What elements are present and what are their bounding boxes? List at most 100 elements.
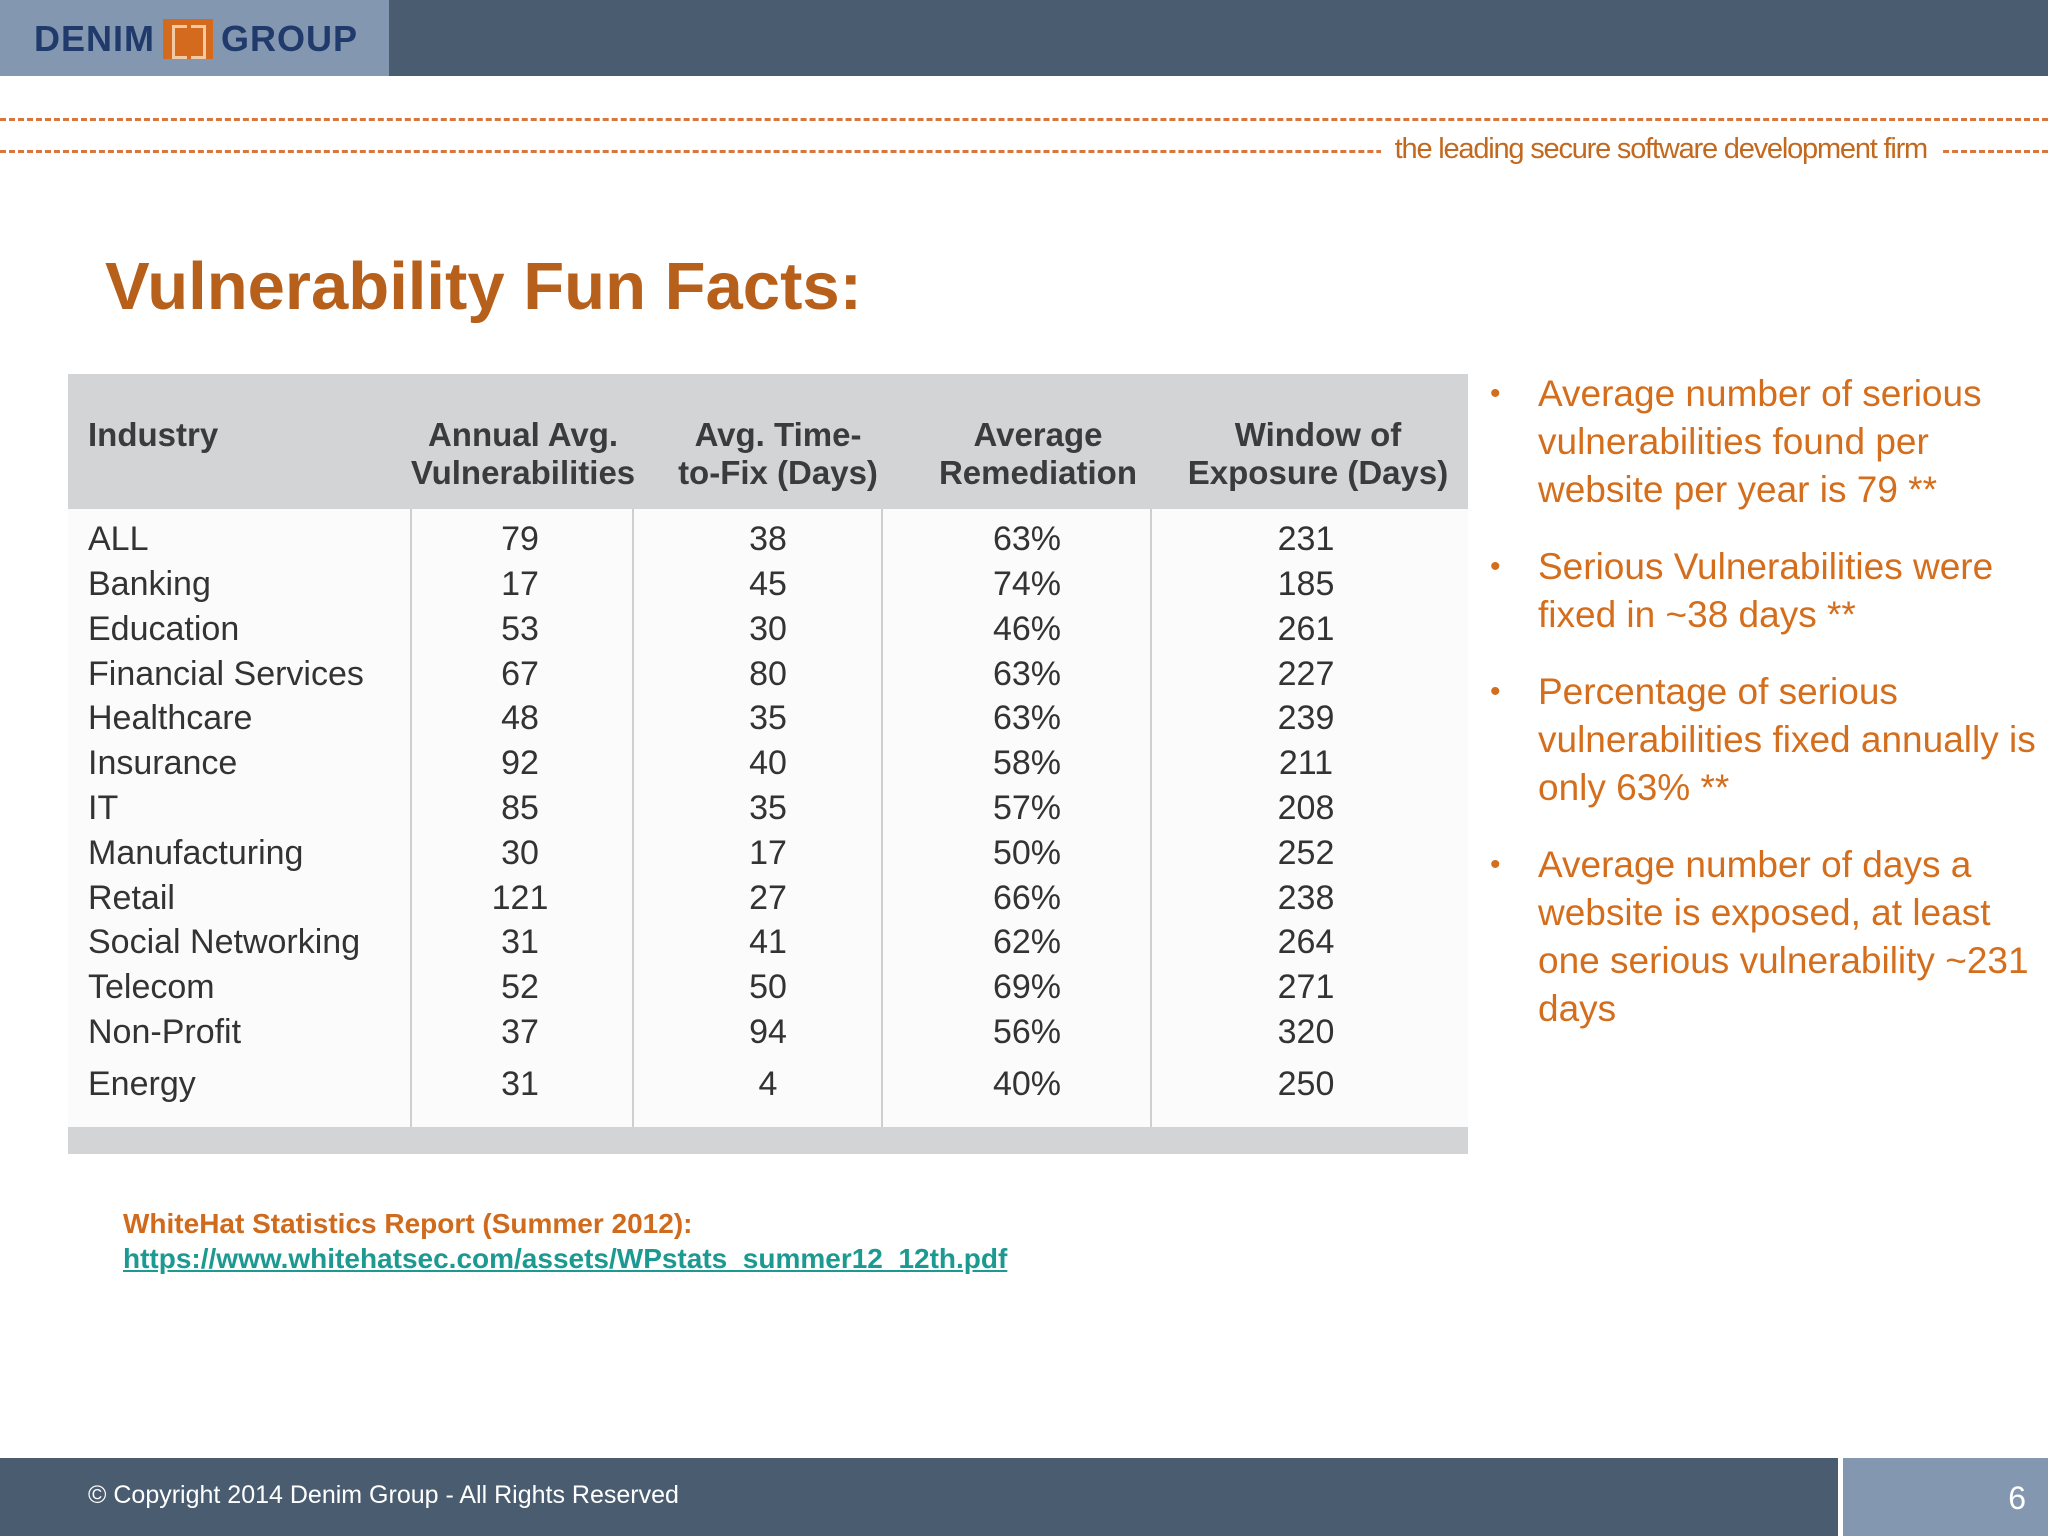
- table-header: Industry Annual Avg. Vulnerabilities Avg.…: [68, 374, 1468, 509]
- value-cell: 231: [1277, 520, 1335, 558]
- value-cell: 48: [501, 699, 539, 737]
- table-row: IT 85 35 57% 208: [68, 786, 1468, 831]
- value-cell: 79: [501, 520, 539, 558]
- source-link[interactable]: https://www.whitehatsec.com/assets/WPsta…: [123, 1243, 1008, 1274]
- industry-cell: Telecom: [88, 968, 215, 1006]
- copyright-text: © Copyright 2014 Denim Group - All Right…: [88, 1481, 679, 1509]
- value-cell: 74%: [992, 565, 1062, 603]
- value-cell: 35: [749, 789, 787, 827]
- bullet-icon: •: [1490, 377, 1501, 410]
- value-cell: 17: [501, 565, 539, 603]
- value-cell: 50: [749, 968, 787, 1006]
- industry-cell: IT: [88, 789, 119, 827]
- tagline: the leading secure software development …: [1380, 133, 1941, 166]
- value-cell: 40%: [992, 1065, 1062, 1103]
- dashed-divider-bottom: [0, 150, 2048, 153]
- logo-panel: DENIM GROUP: [0, 0, 389, 76]
- table-row: Retail 121 27 66% 238: [68, 876, 1468, 921]
- value-cell: 40: [749, 744, 787, 782]
- industry-cell: Social Networking: [88, 923, 361, 961]
- table-row: Telecom 52 50 69% 271: [68, 965, 1468, 1010]
- value-cell: 63%: [992, 699, 1062, 737]
- column-divider: [632, 509, 634, 1127]
- header-average-remediation: Average Remediation: [938, 416, 1138, 491]
- value-cell: 252: [1277, 834, 1335, 872]
- table-row: Insurance 92 40 58% 211: [68, 741, 1468, 786]
- table-row: Financial Services 67 80 63% 227: [68, 652, 1468, 697]
- page-title: Vulnerability Fun Facts:: [105, 249, 862, 324]
- source-label: WhiteHat Statistics Report (Summer 2012)…: [123, 1208, 693, 1239]
- value-cell: 58%: [992, 744, 1062, 782]
- industry-cell: Banking: [88, 565, 211, 603]
- footer-bar: [0, 1458, 1838, 1536]
- value-cell: 63%: [992, 520, 1062, 558]
- page-number-panel: [1843, 1458, 2048, 1536]
- logo-text-right: GROUP: [221, 18, 359, 59]
- vulnerability-table: Industry Annual Avg. Vulnerabilities Avg.…: [68, 374, 1468, 1154]
- value-cell: 250: [1277, 1065, 1335, 1103]
- value-cell: 31: [501, 923, 539, 961]
- value-cell: 261: [1277, 610, 1335, 648]
- industry-cell: Financial Services: [88, 655, 364, 693]
- dashed-divider-top: [0, 118, 2048, 121]
- value-cell: 85: [501, 789, 539, 827]
- industry-cell: Non-Profit: [88, 1013, 242, 1051]
- value-cell: 57%: [992, 789, 1062, 827]
- table-row: Banking 17 45 74% 185: [68, 562, 1468, 607]
- value-cell: 238: [1277, 879, 1335, 917]
- header-industry: Industry: [88, 416, 219, 453]
- list-item: • Average number of serious vulnerabiliti…: [1480, 370, 2040, 514]
- value-cell: 56%: [992, 1013, 1062, 1051]
- value-cell: 264: [1277, 923, 1335, 961]
- value-cell: 30: [749, 610, 787, 648]
- table-row: ALL 79 38 63% 231: [68, 517, 1468, 562]
- value-cell: 45: [749, 565, 787, 603]
- value-cell: 17: [749, 834, 787, 872]
- value-cell: 37: [501, 1013, 539, 1051]
- industry-cell: Education: [88, 610, 240, 648]
- value-cell: 52: [501, 968, 539, 1006]
- value-cell: 27: [749, 879, 787, 917]
- logo-mark-icon: [163, 19, 213, 59]
- header-avg-time-to-fix: Avg. Time-to-Fix (Days): [678, 416, 878, 491]
- value-cell: 211: [1278, 744, 1334, 782]
- value-cell: 50%: [992, 834, 1062, 872]
- industry-cell: ALL: [88, 520, 149, 558]
- table-row: Energy 31 4 40% 250: [68, 1062, 1468, 1107]
- column-divider: [410, 509, 412, 1127]
- table-row: Social Networking 31 41 62% 264: [68, 920, 1468, 965]
- value-cell: 66%: [992, 879, 1062, 917]
- industry-cell: Retail: [88, 879, 175, 917]
- value-cell: 121: [491, 879, 549, 917]
- industry-cell: Energy: [88, 1065, 196, 1103]
- value-cell: 271: [1277, 968, 1335, 1006]
- header-window-of-exposure: Window of Exposure (Days): [1187, 416, 1449, 491]
- value-cell: 35: [749, 699, 787, 737]
- value-cell: 4: [758, 1065, 778, 1103]
- value-cell: 62%: [992, 923, 1062, 961]
- value-cell: 46%: [992, 610, 1062, 648]
- table-row: Manufacturing 30 17 50% 252: [68, 831, 1468, 876]
- industry-cell: Healthcare: [88, 699, 253, 737]
- value-cell: 30: [501, 834, 539, 872]
- value-cell: 239: [1277, 699, 1335, 737]
- denim-group-logo[interactable]: DENIM GROUP: [34, 18, 358, 60]
- bullet-icon: •: [1490, 675, 1501, 708]
- bullet-icon: •: [1490, 848, 1501, 881]
- table-row: Education 53 30 46% 261: [68, 607, 1468, 652]
- header-annual-avg-vulnerabilities: Annual Avg. Vulnerabilities: [410, 416, 636, 491]
- logo-text-left: DENIM: [34, 18, 155, 59]
- table-footer-band: [68, 1127, 1468, 1154]
- industry-cell: Manufacturing: [88, 834, 304, 872]
- column-divider: [1150, 509, 1152, 1127]
- list-item: • Average number of days a website is exp…: [1480, 841, 2040, 1033]
- bullet-icon: •: [1490, 550, 1501, 583]
- value-cell: 41: [749, 923, 787, 961]
- value-cell: 208: [1277, 789, 1335, 827]
- table-row: Non-Profit 37 94 56% 320: [68, 1010, 1468, 1055]
- value-cell: 320: [1277, 1013, 1335, 1051]
- value-cell: 94: [749, 1013, 787, 1051]
- list-item: • Serious Vulnerabilities were fixed in ~…: [1480, 543, 2040, 639]
- value-cell: 63%: [992, 655, 1062, 693]
- value-cell: 67: [501, 655, 539, 693]
